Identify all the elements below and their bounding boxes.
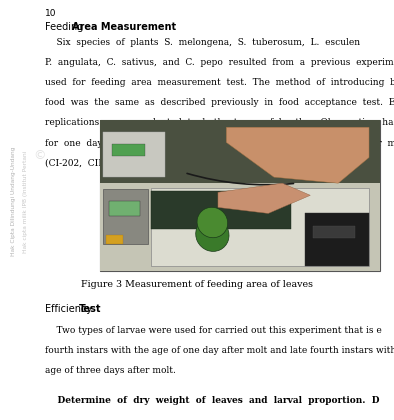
Text: (CI-202,  CID, INC. USA) (Figure 3).: (CI-202, CID, INC. USA) (Figure 3). [45, 159, 211, 168]
Bar [100, 183, 380, 271]
Text: fourth instars with the age of one day after molt and late fourth instars with: fourth instars with the age of one day a… [45, 346, 394, 355]
Text: ©: © [33, 149, 46, 162]
Text: age of three days after molt.: age of three days after molt. [45, 366, 176, 375]
Bar [109, 201, 139, 216]
Bar [103, 189, 148, 244]
Bar [151, 188, 369, 266]
Text: for  one  day.  Feeding  areas  was  measured  by  using  leaf  area  meter  mac: for one day. Feeding areas was measured … [45, 139, 394, 147]
Text: Feeding: Feeding [45, 22, 87, 32]
Bar [112, 144, 145, 156]
Polygon shape [218, 183, 310, 213]
Text: Figure 3 Measurement of feeding area of leaves: Figure 3 Measurement of feeding area of … [81, 280, 313, 289]
Text: Six  species  of  plants  S.  melongena,  S.  tuberosum,  L.  esculen: Six species of plants S. melongena, S. t… [45, 38, 361, 47]
Text: Determine  of  dry  weight  of  leaves  and  larval  proportion.  D: Determine of dry weight of leaves and la… [45, 396, 380, 405]
Bar [100, 120, 380, 183]
Text: used  for  feeding  area  measurement  test.  The  method  of  introducing  beet: used for feeding area measurement test. … [45, 78, 394, 87]
Bar [106, 235, 123, 244]
Text: 10: 10 [45, 9, 57, 18]
Text: Test: Test [79, 304, 101, 315]
Text: P.  angulata,  C.  sativus,  and  C.  pepo  resulted  from  a  previous  experim: P. angulata, C. sativus, and C. pepo res… [45, 58, 394, 67]
Ellipse shape [197, 207, 228, 238]
Bar [151, 191, 291, 228]
Text: Area Measurement: Area Measurement [72, 22, 176, 32]
FancyArrowPatch shape [187, 173, 294, 185]
Text: Hak cipta milik IPB (Institut Pertani: Hak cipta milik IPB (Institut Pertani [23, 150, 28, 253]
Polygon shape [226, 127, 369, 183]
Bar [305, 213, 369, 266]
Text: food  was  the  same  as  described  previously  in  food  acceptance  test.  Ea: food was the same as described previousl… [45, 98, 394, 107]
Text: Efficiency: Efficiency [45, 304, 96, 315]
Text: replications  were  conducted  to  both  stages  of  beetles.  Observation  has : replications were conducted to both stag… [45, 118, 394, 127]
Ellipse shape [196, 218, 229, 252]
Bar [103, 132, 165, 177]
Text: Hak Cipta Dilindungi Undang-Undang: Hak Cipta Dilindungi Undang-Undang [11, 147, 16, 256]
Text: Two types of larvae were used for carried out this experiment that is e: Two types of larvae were used for carrie… [45, 326, 382, 335]
Bar [100, 120, 380, 271]
Bar [313, 226, 355, 238]
